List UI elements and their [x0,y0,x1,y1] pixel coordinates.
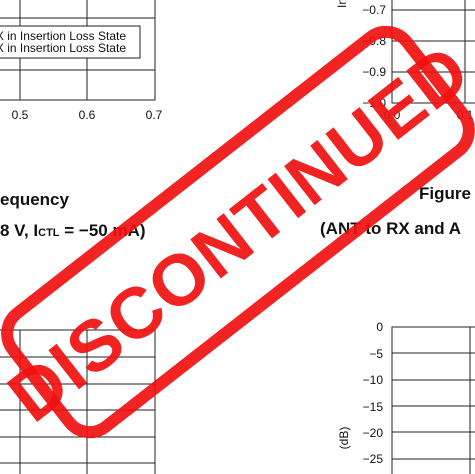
legend-entry: RX in Insertion Loss State [0,41,126,55]
y-tick-label: −20 [363,426,384,440]
x-tick-label: 0.6 [79,108,96,122]
caption-line: (ANT to RX and A [320,219,461,238]
caption-subscript: CTL [38,227,60,239]
bottom-right-chart: (dB) 0 −5 −10 −15 −20 −25 [337,320,475,474]
y-tick-label: −10 [363,373,384,387]
y-axis-label: In [335,0,349,8]
plot-frame [391,326,475,474]
plot-frame [0,0,156,101]
legend-box [0,25,141,59]
bottom-left-chart [0,329,156,474]
x-tick-label: 0.5 [12,108,29,122]
y-tick-label: −1.0 [362,96,386,110]
plot-frame [391,0,475,104]
y-tick-label: −5 [369,347,383,361]
caption-text: 8 V, I [0,221,38,240]
caption-line: equency [0,190,70,209]
y-axis-label: (dB) [337,427,351,450]
y-tick-label: −0.7 [362,3,386,17]
y-tick-label: −0.9 [362,65,386,79]
caption-line: Figure [419,184,471,203]
y-tick-label: −15 [363,400,384,414]
x-tick-label: 0.7 [146,108,163,122]
legend-entry: TX in Insertion Loss State [0,29,126,43]
stamp-border [1,25,475,439]
x-tick-label: 0.0 [384,108,401,122]
y-tick-label: 0 [376,320,383,334]
y-tick-label: −25 [363,452,384,466]
top-left-chart: TX in Insertion Loss State RX in Inserti… [0,0,163,122]
